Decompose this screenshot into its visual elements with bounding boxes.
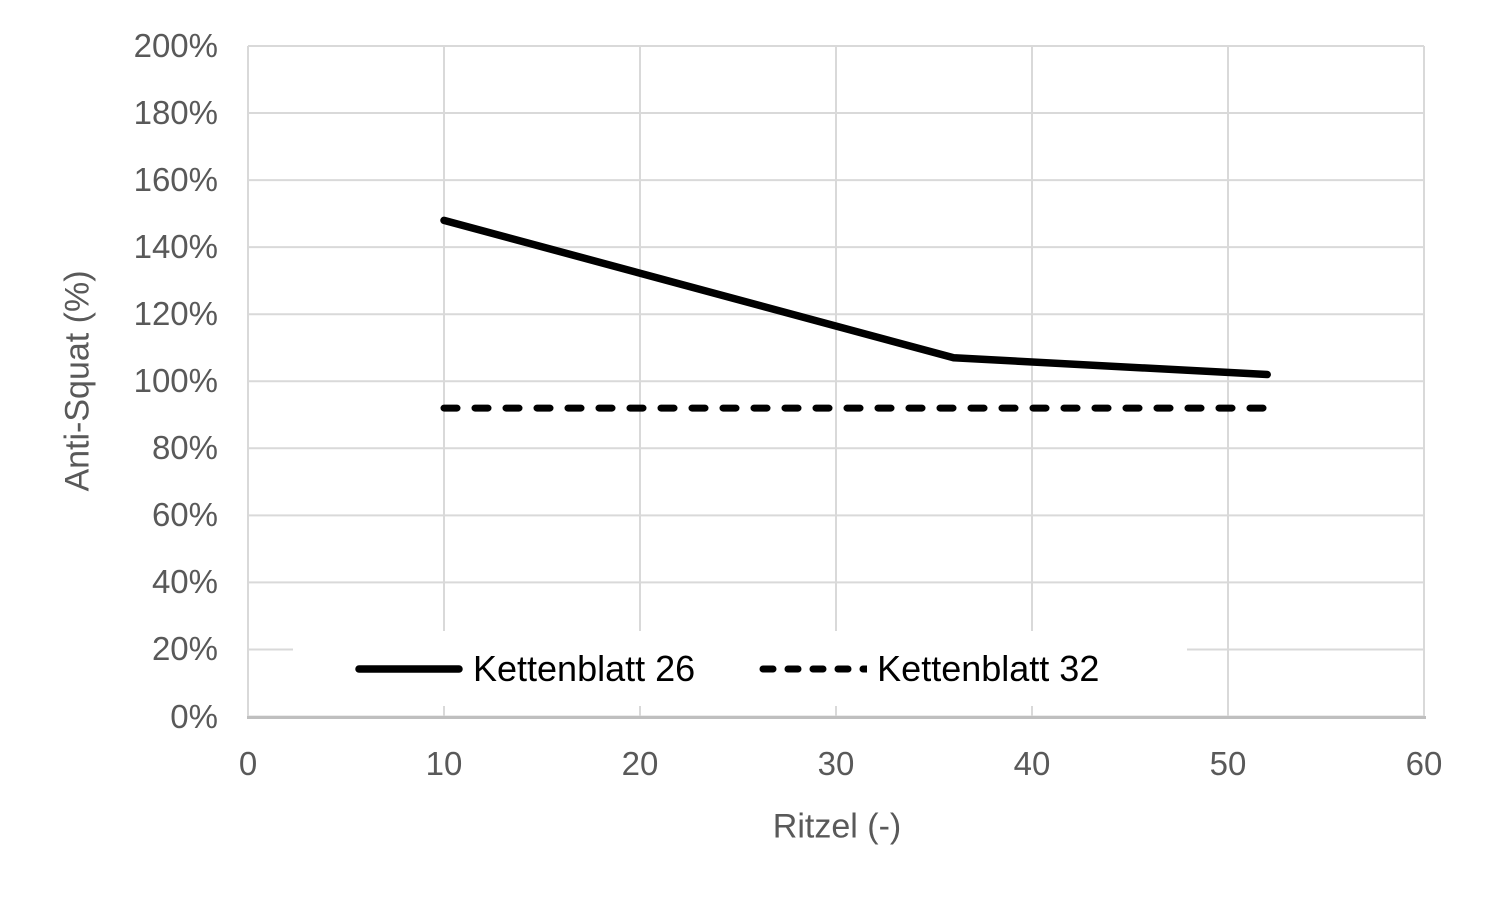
legend-item-kettenblatt-32: Kettenblatt 32 (759, 647, 1099, 691)
x-tick-label: 40 (1013, 745, 1051, 782)
legend-item-kettenblatt-26: Kettenblatt 26 (355, 647, 695, 691)
y-tick-label: 140% (133, 228, 218, 266)
x-tick-label: 50 (1209, 745, 1247, 782)
y-tick-label: 0% (170, 697, 218, 735)
x-tick-label: 20 (621, 745, 659, 782)
y-tick-label: 80% (151, 429, 218, 467)
y-tick-label: 120% (133, 295, 218, 333)
y-tick-label: 200% (133, 27, 218, 64)
solid-line-swatch-icon (355, 664, 463, 673)
legend: Kettenblatt 26 Kettenblatt 32 (293, 631, 1187, 706)
y-tick-label: 160% (133, 161, 218, 199)
y-tick-label: 180% (133, 94, 218, 132)
dashed-line-swatch-icon (759, 665, 868, 672)
x-tick-label: 10 (425, 745, 463, 782)
legend-label-kettenblatt-32: Kettenblatt 32 (877, 647, 1100, 689)
y-tick-label: 40% (151, 563, 218, 601)
x-tick-label: 0 (238, 745, 258, 782)
x-tick-label: 60 (1405, 745, 1443, 782)
x-tick-label: 30 (817, 745, 855, 782)
y-tick-label: 60% (151, 496, 218, 534)
series-line-kettenblatt-26 (440, 216, 1271, 379)
y-axis-title: Anti-Squat (%) (58, 270, 97, 492)
y-tick-label: 100% (133, 362, 218, 400)
x-axis-title: Ritzel (-) (772, 807, 902, 846)
legend-label-kettenblatt-26: Kettenblatt 26 (473, 647, 696, 689)
y-tick-label: 20% (151, 630, 218, 668)
